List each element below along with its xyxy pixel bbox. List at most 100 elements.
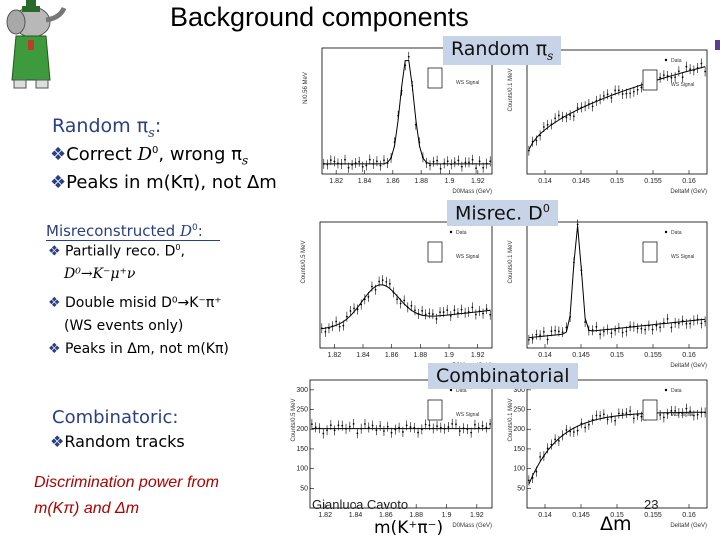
- data-point: [417, 431, 419, 434]
- diamond-bullet-icon: ❖: [48, 243, 61, 260]
- x-tick-label: 1.88: [414, 352, 428, 359]
- data-point: [378, 280, 381, 283]
- data-point: [471, 306, 474, 309]
- data-point: [565, 326, 568, 329]
- discrimination-line2: m(Kπ) and Δm: [34, 500, 140, 517]
- data-point: [489, 423, 492, 425]
- data-point: [554, 117, 557, 120]
- data-point: [554, 329, 557, 332]
- legend-marker: [449, 388, 453, 392]
- footer-author: Gianluca Cavoto: [312, 497, 409, 512]
- data-point: [431, 313, 434, 315]
- x-tick-label: 1.9: [442, 512, 452, 519]
- accent-square: [712, 40, 720, 50]
- data-point: [569, 114, 572, 116]
- diamond-bullet-icon: ❖: [50, 172, 67, 193]
- data-point: [629, 92, 632, 95]
- data-point: [572, 431, 575, 433]
- x-tick-label: 1.86: [386, 178, 400, 185]
- y-tick-label: 150: [513, 446, 525, 453]
- plot-svg: 1.82 1.84 1.86 1.88 1.9 1.92 D0Mass (GeV) N/0.5…: [303, 47, 493, 195]
- data-point: [468, 161, 470, 164]
- data-point: [572, 115, 575, 118]
- data-point: [478, 160, 481, 163]
- data-point: [689, 322, 692, 325]
- data-point: [576, 223, 579, 226]
- plot-svg: 0.14 0.145 0.15 0.155 0.16 DeltaM (GeV) Counts…: [508, 49, 708, 195]
- data-point: [314, 426, 317, 429]
- data-point: [602, 330, 605, 333]
- x-tick-label: 1.84: [358, 178, 372, 185]
- diamond-bullet-icon: ❖: [48, 295, 61, 311]
- data-point: [414, 309, 416, 312]
- data-point: [435, 317, 438, 320]
- plot-svg: 0.14 0.145 0.15 0.155 0.16 50 100 150 200 250 300 D…: [508, 379, 708, 529]
- data-point: [424, 423, 427, 426]
- fit-curve: [528, 225, 706, 339]
- data-point: [326, 429, 328, 432]
- data-point: [561, 331, 564, 334]
- y-tick-label: 250: [296, 407, 308, 414]
- data-point: [345, 315, 348, 318]
- x-tick-label: 1.9: [444, 352, 454, 359]
- data-point: [388, 282, 391, 285]
- data-point: [685, 407, 688, 410]
- data-point: [474, 423, 476, 426]
- legend-box: [427, 67, 443, 89]
- data-point: [655, 324, 658, 327]
- data-point: [527, 479, 530, 482]
- data-point: [610, 332, 613, 335]
- x-tick-label: 0.15: [610, 178, 624, 185]
- data-point: [367, 426, 370, 429]
- x-tick-label: 1.84: [356, 352, 370, 359]
- plot-deltam-misrec: 0.14 0.145 0.15 0.155 0.16 DeltaM (GeV) Counts…: [505, 212, 715, 370]
- data-point: [595, 325, 598, 328]
- legend-marker: [664, 58, 668, 62]
- bullet-partially-reco: ❖ Partially reco. D0,: [48, 243, 185, 260]
- data-point: [348, 425, 351, 428]
- data-point: [662, 74, 665, 77]
- x-tick-label: 1.88: [414, 178, 428, 185]
- data-point: [375, 429, 378, 432]
- x-tick-label: 1.86: [385, 352, 399, 359]
- data-point: [621, 331, 624, 334]
- y-axis-label: Counts/0.1 MeV: [508, 68, 514, 111]
- data-point: [421, 309, 424, 312]
- data-point: [386, 425, 389, 428]
- data-point: [621, 412, 624, 415]
- data-point: [565, 116, 568, 119]
- data-point: [449, 315, 452, 317]
- data-point: [310, 423, 313, 426]
- data-point: [535, 470, 538, 473]
- x-tick-label: 0.14: [538, 352, 552, 359]
- data-point: [429, 164, 431, 167]
- data-point: [383, 430, 385, 432]
- y-tick-label: 100: [296, 466, 308, 473]
- data-point: [342, 324, 345, 327]
- bullet-double-misid: ❖ Double misid D⁰→K⁻π⁺: [48, 295, 222, 311]
- data-point: [700, 322, 703, 325]
- data-point: [659, 326, 662, 329]
- data-point: [681, 319, 684, 322]
- data-point: [398, 426, 401, 429]
- diamond-bullet-icon: ❖: [50, 144, 67, 165]
- bullet-random-tracks: ❖Random tracks: [50, 432, 185, 451]
- y-axis-label: Counts/0.5 MeV: [301, 240, 307, 283]
- x-axis-label: DeltaM (GeV): [670, 189, 707, 195]
- x-tick-label: 0.155: [644, 512, 662, 519]
- legend-label: WS Signal: [456, 80, 479, 86]
- fit-curve: [321, 284, 491, 330]
- data-point: [344, 158, 346, 161]
- x-tick-label: 0.155: [644, 352, 662, 359]
- data-point: [381, 279, 384, 282]
- data-point: [367, 295, 370, 298]
- y-tick-label: 150: [296, 446, 308, 453]
- data-point: [584, 321, 587, 323]
- data-point: [485, 426, 488, 429]
- data-point: [576, 429, 579, 432]
- diamond-bullet-icon: ❖: [48, 341, 61, 357]
- data-point: [651, 328, 654, 331]
- plot-deltam-combi: 0.14 0.145 0.15 0.155 0.16 50 100 150 200 250 300 D…: [505, 370, 715, 530]
- data-point: [455, 423, 457, 426]
- data-point: [640, 415, 643, 418]
